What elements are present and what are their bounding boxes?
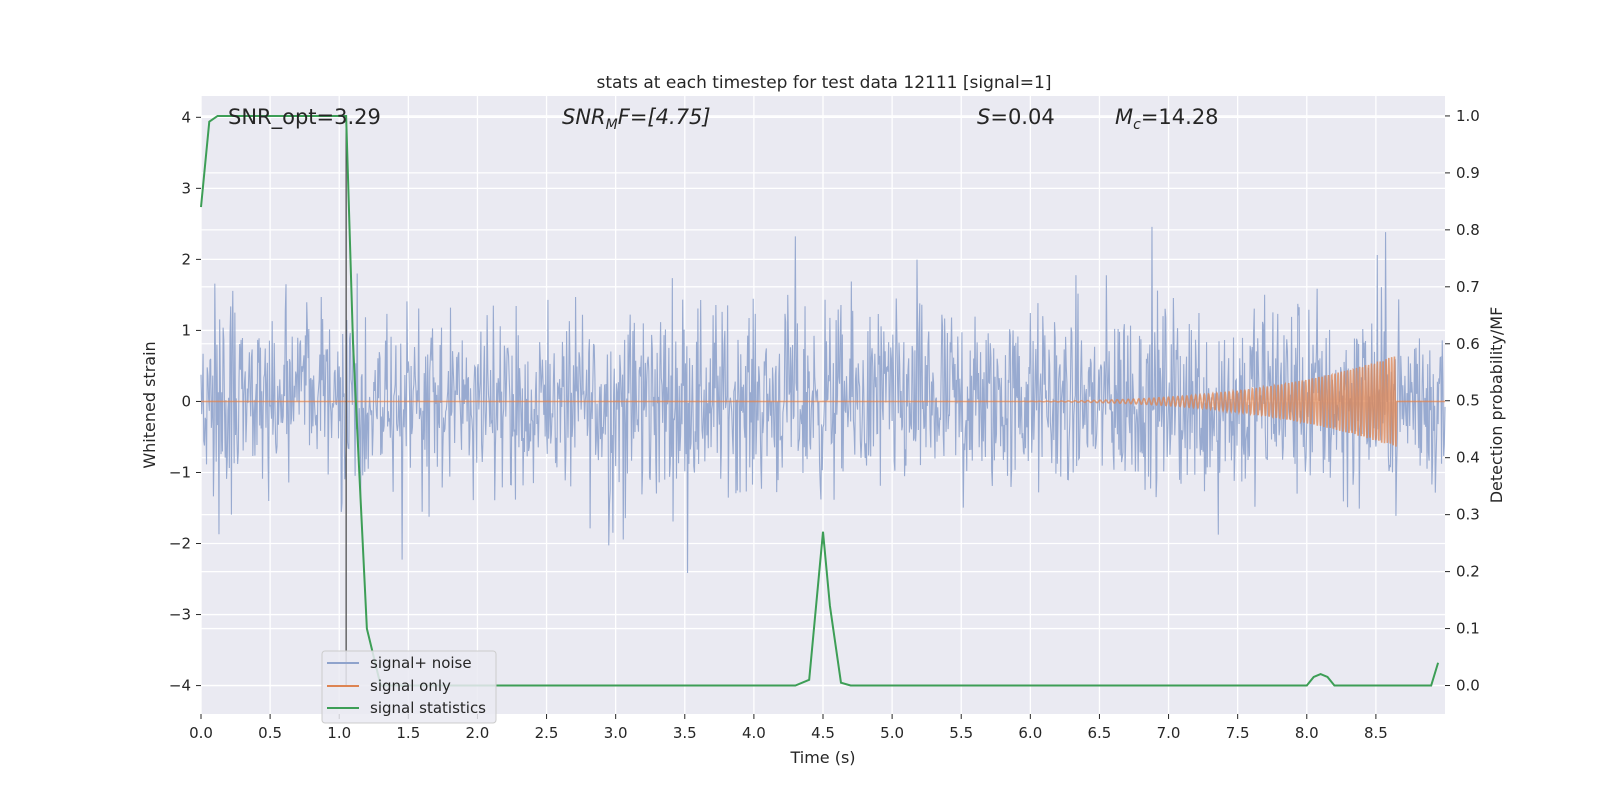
y2-tick-label: 0.3 bbox=[1456, 506, 1480, 524]
x-axis-label: Time (s) bbox=[789, 748, 855, 767]
x-tick-label: 0.5 bbox=[258, 724, 282, 742]
x-tick-label: 4.5 bbox=[811, 724, 835, 742]
signal-statistics-line bbox=[200, 114, 1440, 687]
y-axis-label: Whitened strain bbox=[140, 341, 159, 468]
annotation-snr-mf: SNRMF=[4.75] bbox=[562, 105, 711, 133]
y2-tick-label: 0.0 bbox=[1456, 677, 1480, 695]
y-tick-label: 4 bbox=[181, 108, 191, 126]
x-tick-label: 7.0 bbox=[1157, 724, 1181, 742]
x-tick-label: 3.0 bbox=[604, 724, 628, 742]
x-tick-label: 1.5 bbox=[396, 724, 420, 742]
x-tick-label: 5.0 bbox=[880, 724, 904, 742]
chart-title: stats at each timestep for test data 121… bbox=[597, 73, 1052, 93]
snr-mf-rest: F=[4.75] bbox=[618, 105, 711, 129]
y-tick-label: 2 bbox=[181, 250, 191, 268]
y2-tick-label: 0.1 bbox=[1456, 620, 1480, 638]
series-signal-statistics bbox=[200, 114, 1440, 687]
legend-label-signal-only: signal only bbox=[370, 677, 451, 695]
y2-tick-label: 1.0 bbox=[1456, 107, 1480, 125]
series-signal-only bbox=[201, 356, 1445, 447]
legend: signal+ noise signal only signal statist… bbox=[321, 650, 497, 724]
y2-tick-label: 0.7 bbox=[1456, 278, 1480, 296]
x-tick-label: 2.0 bbox=[466, 724, 490, 742]
x-tick-label: 8.5 bbox=[1364, 724, 1388, 742]
s-var: S bbox=[977, 105, 990, 129]
x-tick-label: 1.0 bbox=[327, 724, 351, 742]
signal-only-trace bbox=[201, 356, 1445, 447]
snr-mf-sub: M bbox=[606, 117, 618, 133]
x-tick-label: 0.0 bbox=[189, 724, 213, 742]
annotation-snr-opt: SNR_opt=3.29 bbox=[228, 105, 381, 130]
legend-label-signal-noise: signal+ noise bbox=[370, 654, 472, 672]
annotation-mc: Mc=14.28 bbox=[1115, 105, 1219, 133]
s-val: =0.04 bbox=[990, 105, 1054, 129]
y-tick-label: −2 bbox=[169, 535, 191, 553]
x-tick-label: 3.5 bbox=[673, 724, 697, 742]
mc-val: =14.28 bbox=[1141, 105, 1219, 129]
grid-lines bbox=[200, 96, 1445, 714]
x-tick-label: 5.5 bbox=[949, 724, 973, 742]
legend-box bbox=[321, 650, 497, 724]
y2-tick-label: 0.9 bbox=[1456, 164, 1480, 182]
y2-axis-ticks: 1.0 0.9 0.8 0.7 0.6 0.5 0.4 0.3 0.2 0.1 0.0 bbox=[1445, 107, 1480, 695]
y2-tick-label: 0.5 bbox=[1456, 392, 1480, 410]
x-tick-label: 7.5 bbox=[1226, 724, 1250, 742]
y2-tick-label: 0.6 bbox=[1456, 335, 1480, 353]
y-tick-label: 0 bbox=[181, 392, 191, 410]
y-tick-label: −1 bbox=[169, 463, 191, 481]
y2-tick-label: 0.2 bbox=[1456, 563, 1480, 581]
y-tick-label: 3 bbox=[181, 179, 191, 197]
mc-sub: c bbox=[1133, 117, 1141, 133]
mc-var: M bbox=[1115, 105, 1133, 129]
y2-tick-label: 0.8 bbox=[1456, 221, 1480, 239]
y2-axis-label: Detection probability/MF bbox=[1487, 307, 1506, 504]
y-tick-label: −4 bbox=[169, 677, 191, 695]
x-tick-label: 6.5 bbox=[1088, 724, 1112, 742]
annotation-s: S=0.04 bbox=[977, 105, 1055, 129]
x-axis-ticks: 0.0 0.5 1.0 1.5 2.0 2.5 3.0 3.5 4.0 4.5 5.0 5.5 6.0 6… bbox=[189, 714, 1388, 742]
y-tick-label: 1 bbox=[181, 321, 191, 339]
x-tick-label: 2.5 bbox=[535, 724, 559, 742]
legend-label-signal-statistics: signal statistics bbox=[370, 699, 486, 717]
x-tick-label: 6.0 bbox=[1018, 724, 1042, 742]
snr-mf-base: SNR bbox=[562, 105, 606, 129]
y-tick-label: −3 bbox=[169, 606, 191, 624]
x-tick-label: 4.0 bbox=[742, 724, 766, 742]
y-axis-ticks: 4 3 2 1 0 −1 −2 −3 −4 bbox=[169, 108, 201, 695]
x-tick-label: 8.0 bbox=[1295, 724, 1319, 742]
y2-tick-label: 0.4 bbox=[1456, 449, 1480, 467]
